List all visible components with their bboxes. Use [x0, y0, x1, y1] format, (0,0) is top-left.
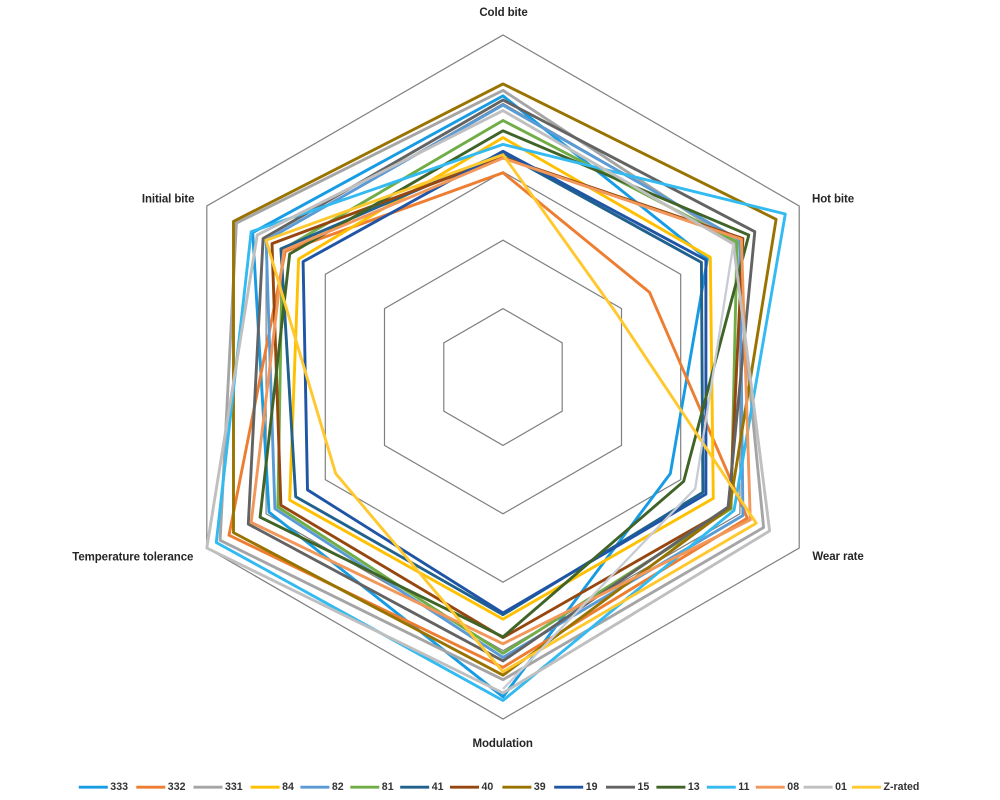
svg-text:19: 19	[586, 781, 598, 793]
svg-text:40: 40	[482, 781, 494, 793]
svg-text:Modulation: Modulation	[473, 738, 533, 750]
svg-text:41: 41	[432, 781, 444, 793]
svg-text:11: 11	[738, 781, 749, 793]
svg-text:13: 13	[688, 781, 700, 793]
svg-text:39: 39	[534, 781, 546, 793]
svg-text:01: 01	[835, 781, 847, 793]
svg-text:332: 332	[168, 781, 186, 793]
svg-text:82: 82	[332, 781, 344, 793]
svg-text:Wear rate: Wear rate	[812, 551, 863, 563]
svg-text:Temperature tolerance: Temperature tolerance	[72, 551, 193, 563]
svg-text:08: 08	[787, 781, 799, 793]
svg-text:Cold bite: Cold bite	[479, 7, 527, 19]
svg-text:Initial bite: Initial bite	[142, 193, 194, 205]
svg-text:Z-rated: Z-rated	[884, 781, 920, 793]
svg-text:84: 84	[282, 781, 294, 793]
svg-text:81: 81	[382, 781, 394, 793]
svg-text:Hot bite: Hot bite	[812, 194, 854, 206]
svg-text:15: 15	[638, 781, 650, 793]
svg-text:333: 333	[110, 781, 128, 793]
svg-text:331: 331	[225, 781, 243, 793]
